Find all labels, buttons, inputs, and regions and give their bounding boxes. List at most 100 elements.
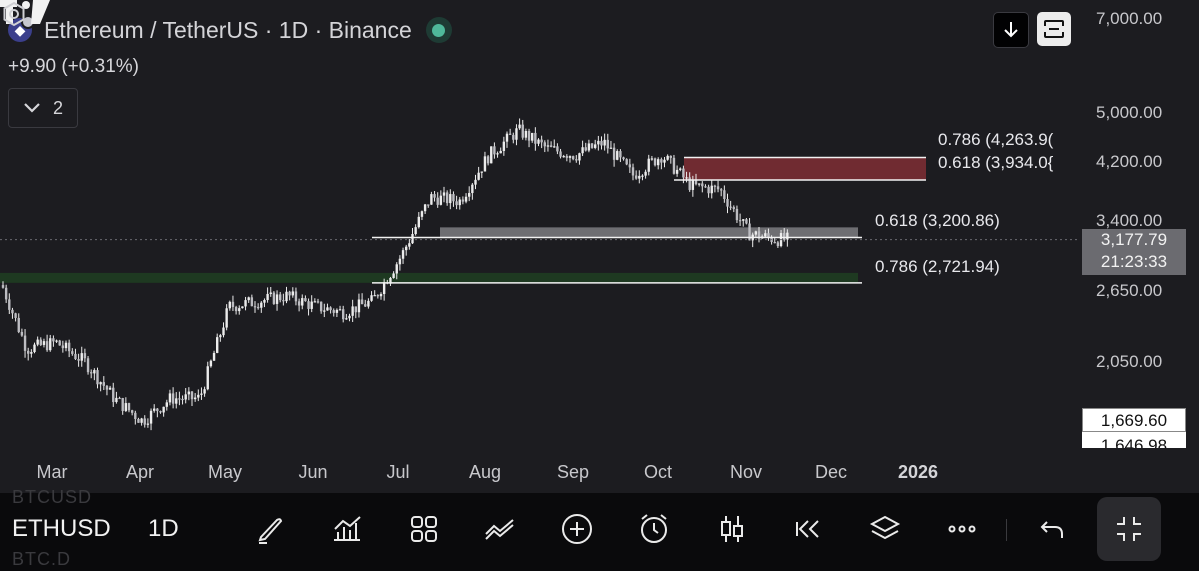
- candle-body: [197, 394, 200, 398]
- time-axis-label: Mar: [36, 462, 68, 482]
- candle-body: [80, 353, 83, 361]
- candle-body: [184, 394, 187, 400]
- symbol-picker-next[interactable]: BTC.D: [12, 549, 71, 569]
- price-axis-label: 4,200.00: [1096, 152, 1163, 171]
- candle: [707, 184, 710, 198]
- chart-area[interactable]: ◆ Ethereum / TetherUS · 1D · Binance +9.…: [0, 0, 1199, 493]
- draw-button[interactable]: [250, 509, 290, 549]
- download-button[interactable]: [993, 12, 1029, 48]
- candle-body: [537, 139, 540, 144]
- candle-body: [704, 186, 707, 188]
- candle: [590, 142, 594, 149]
- candle: [49, 334, 52, 352]
- candle-body: [55, 340, 58, 342]
- candle-body: [212, 352, 216, 361]
- fit-chart-button[interactable]: [1097, 497, 1161, 561]
- indicators-button[interactable]: [327, 509, 367, 549]
- candle-body: [672, 157, 676, 174]
- undo-button[interactable]: [1032, 509, 1072, 549]
- candle-body: [688, 177, 691, 190]
- candle: [269, 287, 272, 297]
- candle-body: [364, 304, 367, 307]
- candle-body: [316, 301, 320, 303]
- symbol-picker-prev[interactable]: BTCUSD: [12, 487, 93, 507]
- time-axis-label: Nov: [729, 462, 763, 482]
- candle-body: [653, 158, 657, 166]
- candle: [272, 291, 276, 305]
- chart-settings-icon[interactable]: [0, 0, 28, 28]
- candle: [546, 139, 550, 152]
- fullscreen-button[interactable]: [1037, 12, 1071, 46]
- candle: [559, 148, 562, 159]
- time-axis-label: Apr: [125, 462, 155, 482]
- candle-body: [165, 402, 168, 407]
- candle: [115, 391, 118, 404]
- market-status-icon[interactable]: [425, 17, 452, 43]
- alert-button[interactable]: [634, 509, 674, 549]
- candle: [757, 227, 761, 243]
- candle-body: [398, 258, 402, 265]
- candle: [445, 190, 449, 206]
- candle: [149, 408, 153, 431]
- candle: [159, 410, 162, 414]
- more-button[interactable]: [942, 509, 982, 549]
- candle: [568, 155, 572, 163]
- replay-button[interactable]: [788, 509, 828, 549]
- alert-icon: [641, 514, 667, 543]
- candle: [644, 169, 647, 179]
- candle-body: [171, 393, 175, 404]
- low-price-label: 1,669.60: [1082, 408, 1186, 432]
- symbol-header[interactable]: ◆ Ethereum / TetherUS · 1D · Binance: [8, 14, 452, 46]
- candle: [669, 155, 672, 164]
- layers-button[interactable]: [865, 509, 905, 549]
- compare-button[interactable]: [480, 509, 520, 549]
- candle-body: [559, 151, 562, 157]
- candle: [395, 262, 398, 280]
- symbol-title[interactable]: Ethereum / TetherUS · 1D · Binance: [44, 16, 412, 43]
- candle-body: [723, 190, 726, 200]
- candle: [124, 397, 128, 413]
- candle: [474, 174, 477, 190]
- add-button[interactable]: [557, 509, 597, 549]
- candle: [477, 166, 480, 181]
- candle-body: [609, 147, 613, 149]
- indicators-toggle-button[interactable]: 2: [8, 88, 78, 128]
- candle: [594, 139, 597, 150]
- candle: [584, 142, 587, 152]
- candle: [427, 204, 430, 208]
- candle: [565, 154, 569, 162]
- candle-body: [496, 153, 499, 155]
- candle-body: [64, 342, 68, 349]
- interval-selector[interactable]: 1D: [148, 515, 179, 542]
- layout-button[interactable]: [404, 509, 444, 549]
- candle: [449, 189, 452, 210]
- candle: [679, 167, 682, 172]
- chart-type-button[interactable]: [712, 509, 752, 549]
- candle-body: [405, 246, 408, 251]
- candlestick-chart[interactable]: [0, 0, 1199, 493]
- candle-body: [178, 398, 181, 400]
- candle-body: [14, 313, 17, 318]
- candle: [631, 163, 635, 181]
- candle: [405, 244, 408, 256]
- candle: [206, 361, 209, 391]
- more-icon: [948, 525, 976, 533]
- candle: [137, 417, 140, 423]
- candle: [534, 127, 537, 151]
- candle: [108, 385, 112, 390]
- candle: [748, 218, 751, 241]
- symbol-picker-current[interactable]: ETHUSD: [12, 515, 111, 542]
- candle: [64, 340, 68, 352]
- candle: [521, 119, 524, 140]
- candle-body: [480, 171, 483, 173]
- candle: [14, 312, 17, 322]
- candle: [77, 353, 80, 367]
- candle: [8, 293, 11, 315]
- time-axis-label: Sep: [556, 462, 590, 482]
- candle: [688, 172, 691, 192]
- candle: [480, 171, 483, 178]
- candle: [600, 136, 603, 150]
- candle-body: [669, 155, 672, 158]
- candle-body: [556, 146, 559, 152]
- candle: [90, 369, 93, 379]
